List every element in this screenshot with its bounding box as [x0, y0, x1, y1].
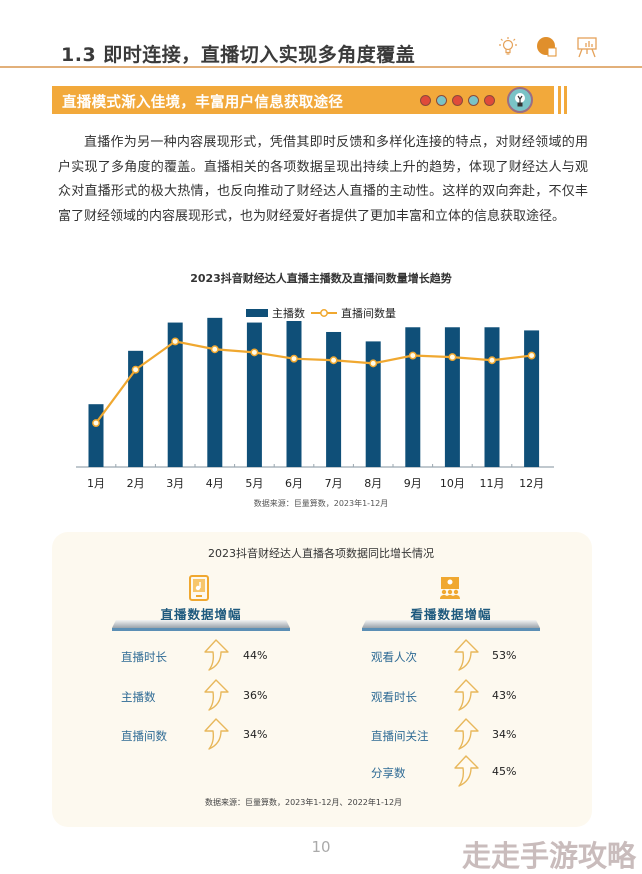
line-point: [250, 348, 259, 357]
audience-screen-icon: [438, 576, 462, 604]
growth-arrow-icon: [202, 679, 230, 715]
dot-icon: [468, 95, 479, 106]
growth-infographic-panel: [52, 532, 592, 827]
trend-line: [95, 340, 532, 424]
banner-title: 直播模式渐入佳境，丰富用户信息获取途径: [62, 95, 344, 111]
lightbulb-icon: [507, 87, 533, 113]
presentation-board-icon: [576, 36, 598, 58]
metric-label: 观看人次: [371, 650, 417, 664]
bar: [484, 327, 500, 467]
growth-arrow-icon: [452, 718, 480, 754]
bar: [524, 330, 540, 467]
line-point: [92, 419, 100, 427]
column-heading-live: 直播数据增幅: [160, 607, 242, 622]
line-point: [369, 359, 378, 368]
subsection-banner: 直播模式渐入佳境，丰富用户信息获取途径: [52, 86, 554, 114]
metric-label: 直播间关注: [371, 729, 429, 743]
growth-arrow-icon: [452, 755, 480, 791]
bar: [444, 327, 460, 467]
x-axis-label: 8月: [364, 477, 383, 490]
dot-icon: [436, 95, 447, 106]
bar: [326, 331, 342, 467]
metric-value: 43%: [492, 689, 517, 702]
banner-end-bars: [558, 86, 568, 114]
section-divider: [0, 66, 642, 68]
metric-value: 44%: [243, 649, 268, 662]
line-point: [171, 337, 180, 346]
bar: [405, 327, 421, 467]
line-point: [210, 345, 219, 354]
growth-arrow-icon: [452, 679, 480, 715]
x-axis-label: 3月: [166, 477, 185, 490]
x-axis-label: 11月: [479, 477, 505, 490]
dot-icon: [484, 95, 495, 106]
x-axis-label: 4月: [205, 477, 224, 490]
infographic-title: 2023抖音财经达人直播各项数据同比增长情况: [208, 547, 434, 560]
chart-legend: 主播数 直播间数量: [246, 305, 396, 321]
bar: [365, 341, 381, 467]
banner-dots: [420, 95, 495, 106]
chart-source: 数据来源：巨量算数，2023年1-12月: [253, 499, 389, 508]
line-point: [527, 351, 536, 360]
heading-shelf: [362, 620, 540, 631]
x-axis-label: 7月: [324, 477, 343, 490]
legend-label-bars: 主播数: [272, 307, 305, 320]
bar: [246, 322, 262, 467]
lightbulb-icon: [498, 36, 518, 58]
legend-label-line: 直播间数量: [341, 307, 396, 320]
bar-line-chart: [76, 317, 554, 468]
growth-arrow-icon: [202, 718, 230, 754]
x-axis-label: 2月: [126, 477, 145, 490]
pie-chart-icon: [536, 36, 558, 58]
body-paragraph: 直播作为另一种内容展现形式，凭借其即时反馈和多样化连接的特点，对财经领域的用户实…: [58, 135, 588, 224]
x-axis-labels: 1月 2月 3月 4月 5月 6月 7月 8月 9月 10月 11月 12月: [70, 475, 560, 491]
header-icons: [498, 36, 598, 58]
watermark: 走走手游攻略: [462, 839, 637, 873]
metric-value: 34%: [492, 728, 517, 741]
column-heading-viewing: 看播数据增幅: [410, 607, 492, 622]
metric-label: 分享数: [371, 766, 406, 780]
section-title: 1.3 即时连接，直播切入实现多角度覆盖: [61, 44, 416, 66]
bar: [286, 320, 302, 467]
legend-bar-swatch: [246, 309, 268, 317]
metric-label: 直播间数: [121, 729, 167, 743]
metric-value: 53%: [492, 649, 517, 662]
bar: [167, 322, 183, 467]
line-point: [290, 354, 298, 363]
metric-value: 45%: [492, 765, 517, 778]
x-axis-label: 9月: [403, 477, 422, 490]
section-header: 1.3 即时连接，直播切入实现多角度覆盖: [0, 0, 642, 68]
metric-value: 34%: [243, 728, 268, 741]
legend-line-swatch: [311, 308, 337, 318]
metric-value: 36%: [243, 689, 268, 702]
bar: [207, 317, 223, 467]
metric-label: 直播时长: [121, 650, 167, 664]
x-axis-label: 12月: [519, 477, 545, 490]
growth-arrow-icon: [452, 639, 480, 675]
x-axis-label: 6月: [285, 477, 303, 490]
x-axis-label: 10月: [439, 477, 465, 490]
infographic-source: 数据来源：巨量算数，2023年1-12月、2022年1-12月: [205, 798, 403, 807]
mobile-music-icon: [188, 575, 210, 605]
bar: [128, 350, 144, 467]
line-point: [488, 356, 496, 365]
line-point: [131, 365, 140, 374]
x-axis-label: 1月: [87, 477, 105, 490]
dot-icon: [420, 95, 431, 106]
line-point: [408, 351, 417, 360]
growth-arrow-icon: [202, 639, 230, 675]
dot-icon: [452, 95, 463, 106]
x-axis-label: 5月: [245, 477, 264, 490]
chart-title: 2023抖音财经达人直播主播数及直播间数量增长趋势: [190, 272, 452, 285]
page-number: 10: [311, 838, 331, 856]
heading-shelf: [112, 620, 290, 631]
line-point: [329, 356, 338, 365]
metric-label: 主播数: [121, 690, 156, 704]
metric-label: 观看时长: [371, 690, 417, 704]
bar: [88, 404, 104, 467]
line-point: [448, 353, 457, 362]
